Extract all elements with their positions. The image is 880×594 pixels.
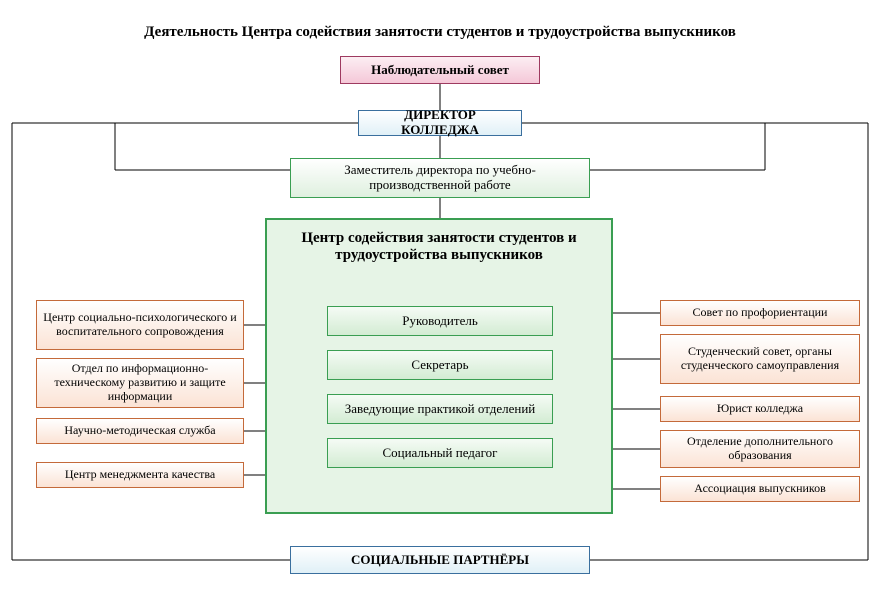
employment-center-title: Центр содействия занятости студентов и т… (285, 230, 593, 265)
right-dept-1: Студенческий совет, органы студенческого… (660, 334, 860, 384)
right-dept-4: Ассоциация выпускников (660, 476, 860, 502)
hub-role-social-pedagogue: Социальный педагог (327, 438, 553, 468)
right-dept-0-label: Совет по профориентации (693, 306, 828, 320)
hub-role-secretary-label: Секретарь (411, 358, 468, 373)
left-dept-2-label: Научно-методическая служба (64, 424, 215, 438)
supervisory-council-label: Наблюдательный совет (371, 63, 509, 78)
left-dept-3: Центр менеджмента качества (36, 462, 244, 488)
social-partners-box: СОЦИАЛЬНЫЕ ПАРТНЁРЫ (290, 546, 590, 574)
left-dept-1: Отдел по информационно-техническому разв… (36, 358, 244, 408)
hub-role-practice-heads: Заведующие практикой отделений (327, 394, 553, 424)
hub-role-social-pedagogue-label: Социальный педагог (382, 446, 497, 461)
hub-role-leader: Руководитель (327, 306, 553, 336)
college-director-box: ДИРЕКТОР КОЛЛЕДЖА (358, 110, 522, 136)
right-dept-1-label: Студенческий совет, органы студенческого… (667, 345, 853, 373)
deputy-director-label: Заместитель директора по учебно-производ… (297, 163, 583, 193)
hub-role-leader-label: Руководитель (402, 314, 478, 329)
left-dept-1-label: Отдел по информационно-техническому разв… (43, 362, 237, 403)
social-partners-label: СОЦИАЛЬНЫЕ ПАРТНЁРЫ (351, 553, 529, 568)
page-title: Деятельность Центра содействия занятости… (0, 24, 880, 41)
right-dept-2: Юрист колледжа (660, 396, 860, 422)
right-dept-4-label: Ассоциация выпускников (694, 482, 826, 496)
left-dept-2: Научно-методическая служба (36, 418, 244, 444)
college-director-label: ДИРЕКТОР КОЛЛЕДЖА (365, 108, 515, 138)
right-dept-0: Совет по профориентации (660, 300, 860, 326)
right-dept-3: Отделение дополнительного образования (660, 430, 860, 468)
deputy-director-box: Заместитель директора по учебно-производ… (290, 158, 590, 198)
supervisory-council-box: Наблюдательный совет (340, 56, 540, 84)
left-dept-0: Центр социально-психологического и воспи… (36, 300, 244, 350)
right-dept-2-label: Юрист колледжа (717, 402, 803, 416)
hub-role-secretary: Секретарь (327, 350, 553, 380)
left-dept-3-label: Центр менеджмента качества (65, 468, 215, 482)
hub-role-practice-heads-label: Заведующие практикой отделений (345, 402, 535, 417)
right-dept-3-label: Отделение дополнительного образования (667, 435, 853, 463)
left-dept-0-label: Центр социально-психологического и воспи… (43, 311, 237, 339)
